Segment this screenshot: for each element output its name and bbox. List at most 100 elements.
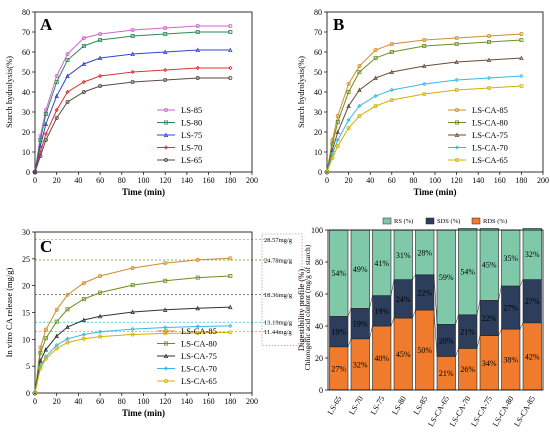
y-tick-label: 40 (22, 88, 30, 97)
bar-value-label: 24% (396, 295, 411, 304)
data-point (519, 32, 524, 37)
data-point (195, 23, 200, 28)
data-point (228, 330, 233, 335)
panel-C: C 28.57mg/g 24.78mg/g 18.36mg/g 13.19mg/g 11.… (4, 228, 312, 418)
plot-frame (34, 231, 253, 394)
data-point (43, 137, 48, 142)
reference-label: 24.78mg/g (264, 258, 293, 265)
series-line (326, 39, 522, 173)
x-tick-label: 0 (33, 176, 37, 185)
x-tick-label: 0 (325, 176, 329, 185)
series-LS-CA-80 (33, 274, 233, 395)
y-tick-label: 20 (315, 354, 323, 363)
data-point (195, 305, 200, 311)
legend-marker (163, 120, 168, 125)
data-point (346, 90, 351, 95)
data-point (163, 278, 168, 283)
y-tick-label: 60 (22, 48, 30, 57)
bar-value-label: 26% (460, 365, 475, 374)
bar-value-label: 32% (525, 250, 540, 259)
legend-marker (163, 328, 168, 333)
data-point (486, 34, 491, 39)
data-point (54, 80, 59, 85)
data-point (195, 47, 200, 52)
connector-line (412, 309, 416, 319)
legend-label: LS-CA-80 (472, 118, 508, 128)
legend-label: LS-CA-80 (181, 339, 217, 349)
connector-line (476, 300, 481, 315)
x-tick-label: 80 (409, 176, 417, 185)
data-point (421, 63, 427, 68)
series-line (34, 331, 231, 394)
y-tick-label: 30 (314, 108, 322, 117)
data-point (54, 333, 59, 339)
data-point (519, 55, 524, 60)
y-tick-label: 15 (22, 309, 30, 318)
data-point (65, 292, 70, 297)
data-point (43, 347, 49, 352)
series-line (34, 257, 231, 394)
data-point (195, 257, 200, 262)
bar-value-label: 28% (417, 248, 432, 257)
data-point (38, 350, 43, 355)
data-point (228, 304, 233, 310)
legend-marker (163, 366, 169, 371)
data-point (335, 114, 340, 119)
data-point (422, 38, 427, 43)
data-point (65, 336, 70, 341)
reference-box (261, 233, 303, 346)
y-axis-label: Starch hydrolysis(%) (296, 56, 306, 128)
data-point (65, 52, 70, 57)
data-point (330, 147, 335, 153)
data-point (454, 36, 459, 41)
x-tick-label: 140 (181, 397, 193, 406)
data-point (346, 103, 351, 108)
series-line (326, 85, 522, 173)
x-tick-label: 60 (96, 176, 104, 185)
bar-value-label: 22% (417, 288, 432, 297)
data-point (98, 32, 103, 37)
data-point (422, 92, 427, 97)
data-point (97, 313, 103, 319)
y-tick-label: 10 (22, 148, 30, 157)
data-point (357, 103, 362, 109)
data-point (357, 64, 362, 69)
y-axis-label: In vitro CA release (mg/g) (4, 267, 14, 357)
series-line (34, 49, 231, 173)
x-tick-label: 80 (118, 397, 126, 406)
data-point (228, 323, 233, 329)
x-tick-label: 100 (138, 176, 150, 185)
reference-label: 28.57mg/g (264, 237, 293, 244)
y-tick-label: 30 (22, 228, 30, 237)
bar-value-label: 42% (525, 352, 540, 361)
data-point (97, 329, 103, 334)
legend-marker (454, 120, 459, 125)
reference-label: 13.19mg/g (264, 320, 293, 327)
x-tick-label: 40 (74, 397, 82, 406)
connector-line (433, 274, 438, 325)
data-point (130, 332, 135, 337)
data-point (195, 275, 200, 280)
data-point (195, 324, 200, 329)
legend-label: RS (%) (394, 218, 413, 225)
bar-value-label: 21% (460, 328, 475, 337)
data-point (98, 290, 103, 295)
x-tick-label: 140 (181, 176, 193, 185)
data-point (373, 48, 378, 53)
x-tick-label: 160 (203, 176, 215, 185)
x-tick-label: 180 (515, 176, 527, 185)
bar-segment (458, 228, 478, 316)
connector-line (498, 285, 502, 301)
x-tick-label: 120 (159, 397, 171, 406)
data-point (130, 309, 135, 314)
data-point (162, 307, 168, 312)
legend-marker (163, 157, 168, 162)
data-point (54, 74, 59, 79)
series-line (34, 25, 231, 173)
data-point (65, 324, 70, 329)
bar-value-label: 27% (331, 364, 346, 373)
legend-marker (163, 341, 168, 346)
data-point (65, 340, 70, 345)
data-point (43, 121, 49, 126)
data-point (389, 50, 394, 55)
